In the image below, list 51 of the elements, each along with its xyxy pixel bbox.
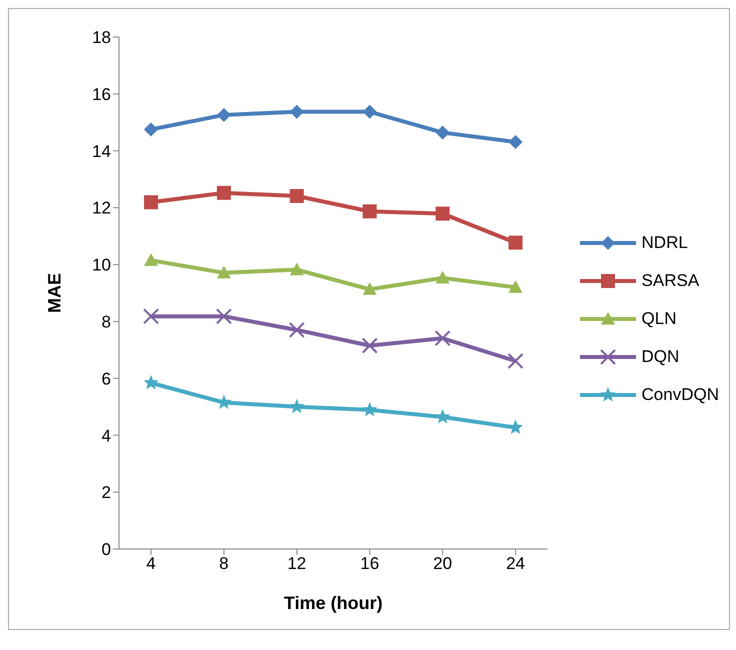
- x-tick-label: 20: [433, 554, 452, 574]
- y-tick-label: 8: [102, 312, 111, 332]
- y-axis-title: MAE: [44, 273, 64, 313]
- point: [216, 308, 232, 324]
- point: [362, 282, 377, 295]
- y-tick-label: 12: [92, 198, 111, 218]
- point: [508, 352, 524, 369]
- legend-label: DQN: [642, 347, 680, 367]
- point: [216, 108, 231, 122]
- y-tick-label: 16: [92, 84, 111, 104]
- point: [143, 308, 159, 324]
- point: [216, 186, 231, 200]
- y-tick-label: 18: [92, 28, 111, 48]
- point: [289, 398, 304, 414]
- point: [508, 236, 523, 250]
- point: [434, 330, 451, 346]
- y-tick-label: 2: [102, 483, 111, 502]
- legend-label: SARSA: [642, 271, 700, 291]
- point: [143, 374, 159, 390]
- point: [362, 204, 377, 218]
- point: [144, 253, 158, 266]
- point: [290, 189, 304, 204]
- legend-label: NDRL: [642, 233, 688, 253]
- y-tick-label: 10: [92, 256, 111, 275]
- point: [436, 206, 450, 221]
- legend-label: QLN: [642, 309, 676, 329]
- point: [508, 280, 523, 293]
- point: [362, 104, 377, 119]
- x-tick-label: 16: [360, 554, 380, 574]
- y-tick-label: 0: [102, 540, 111, 560]
- x-axis-title: Time (hour): [284, 593, 383, 613]
- point: [144, 122, 158, 136]
- legend-label: ConvDQN: [642, 385, 719, 405]
- y-tick-label: 6: [102, 369, 111, 388]
- point: [436, 126, 450, 140]
- y-tick-label: 4: [102, 426, 111, 446]
- x-tick-label: 8: [219, 554, 229, 574]
- x-tick-label: 12: [287, 554, 306, 574]
- point: [290, 262, 304, 276]
- x-tick-label: 24: [506, 554, 525, 574]
- point: [216, 266, 231, 278]
- point: [290, 104, 304, 119]
- point: [508, 134, 523, 149]
- x-tick-label: 4: [146, 554, 156, 574]
- point: [288, 322, 305, 338]
- point: [144, 195, 158, 210]
- y-tick-label: 14: [92, 142, 111, 161]
- point: [436, 270, 450, 284]
- point: [362, 402, 378, 416]
- point: [435, 409, 450, 424]
- point: [362, 338, 378, 354]
